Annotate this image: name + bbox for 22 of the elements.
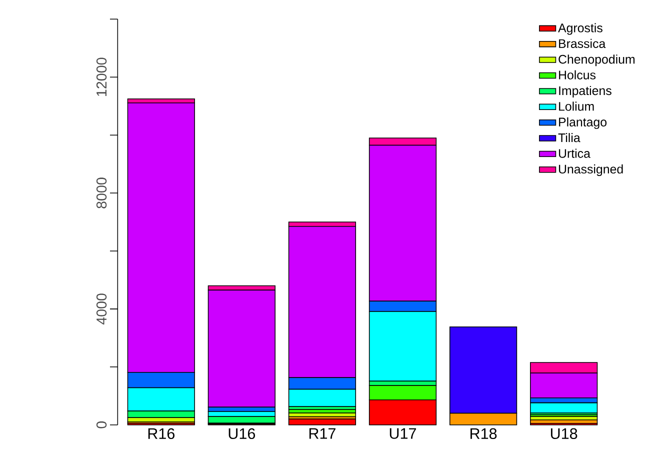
legend-label: Holcus <box>559 70 596 80</box>
legend-label: Agrostis <box>558 23 602 35</box>
bar <box>208 290 276 408</box>
x-tick-label: R18 <box>470 428 497 440</box>
y-tick-label: 12000 <box>96 58 107 96</box>
x-tick-label: U16 <box>228 428 256 440</box>
y-tick-label: 8000 <box>96 178 107 208</box>
legend-label: Chenopodium <box>558 54 635 66</box>
legend-label: Impatiens <box>559 86 612 98</box>
legend-label: Tilia <box>558 133 580 142</box>
x-tick-label: R16 <box>148 428 174 440</box>
x-tick-label: U18 <box>550 428 578 440</box>
legend-label: Unassigned <box>558 164 623 176</box>
y-tick-label: 4000 <box>96 294 107 325</box>
y-tick-label: 0 <box>96 421 107 428</box>
x-tick-label: U17 <box>390 428 416 439</box>
bar <box>288 418 356 426</box>
legend-label: Brassica <box>559 38 606 48</box>
legend-label: Plantago <box>559 117 607 129</box>
x-tick-label: R17 <box>309 428 336 439</box>
legend-label: Urtica <box>558 148 590 158</box>
legend-label: Lolium <box>559 102 594 111</box>
